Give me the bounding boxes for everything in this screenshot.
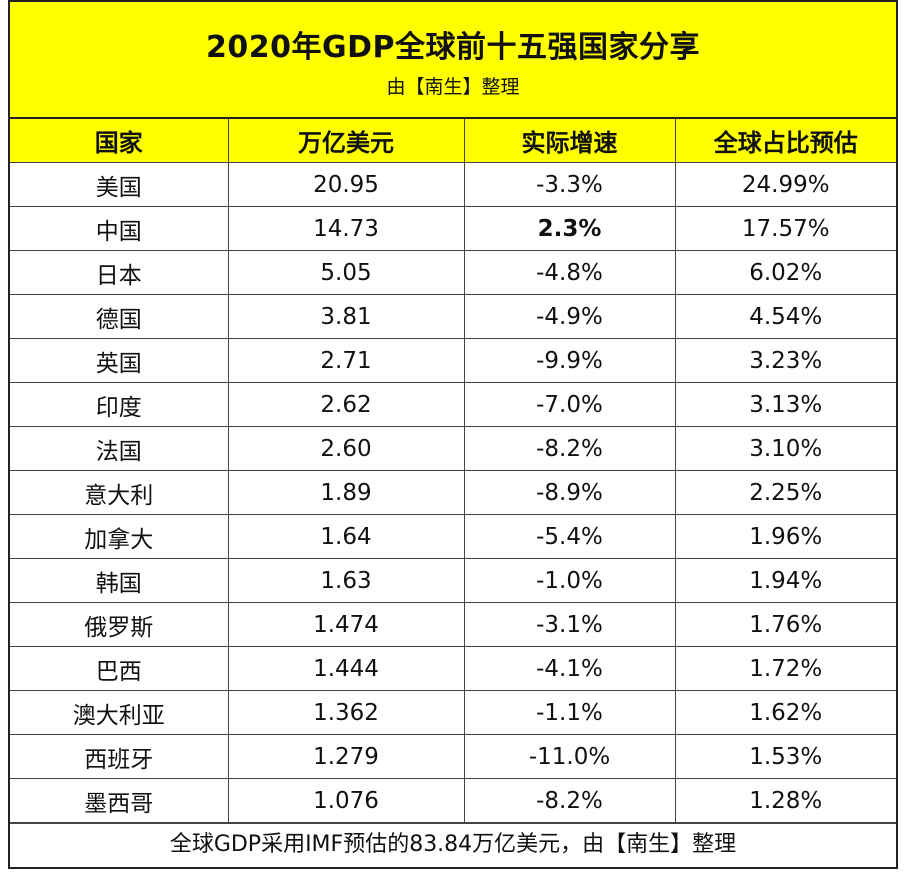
column-header-growth: 实际增速	[463, 119, 676, 163]
cell-share: 2.25%	[674, 470, 896, 515]
cell-growth: -9.9%	[463, 338, 676, 383]
cell-gdp: 2.71	[227, 338, 465, 383]
cell-gdp: 20.95	[227, 162, 465, 207]
cell-gdp: 3.81	[227, 294, 465, 339]
cell-share: 1.96%	[674, 514, 896, 559]
cell-growth: -11.0%	[463, 734, 676, 779]
cell-share: 24.99%	[674, 162, 896, 207]
cell-growth: -8.9%	[463, 470, 676, 515]
cell-share: 1.94%	[674, 558, 896, 603]
cell-gdp: 2.62	[227, 382, 465, 427]
cell-country: 中国	[10, 206, 229, 251]
table-row: 墨西哥 1.076 -8.2% 1.28%	[10, 778, 896, 823]
cell-gdp: 1.362	[227, 690, 465, 735]
table-row: 日本 5.05 -4.8% 6.02%	[10, 250, 896, 295]
gdp-data-table: 国家 万亿美元 实际增速 全球占比预估 美国 20.95 -3.3% 24.99% 中国…	[10, 119, 896, 823]
cell-country: 墨西哥	[10, 778, 229, 823]
cell-growth: -8.2%	[463, 426, 676, 471]
cell-growth: 2.3%	[463, 206, 676, 251]
cell-growth: -3.3%	[463, 162, 676, 207]
cell-gdp: 14.73	[227, 206, 465, 251]
table-row: 中国 14.73 2.3% 17.57%	[10, 206, 896, 251]
cell-growth: -8.2%	[463, 778, 676, 823]
cell-share: 1.62%	[674, 690, 896, 735]
cell-share: 1.72%	[674, 646, 896, 691]
table-row: 西班牙 1.279 -11.0% 1.53%	[10, 734, 896, 779]
cell-gdp: 1.64	[227, 514, 465, 559]
table-row: 巴西 1.444 -4.1% 1.72%	[10, 646, 896, 691]
cell-growth: -3.1%	[463, 602, 676, 647]
cell-share: 1.28%	[674, 778, 896, 823]
column-header-gdp: 万亿美元	[227, 119, 465, 163]
cell-gdp: 1.076	[227, 778, 465, 823]
cell-growth: -4.9%	[463, 294, 676, 339]
table-subtitle: 由【南生】整理	[386, 76, 520, 98]
table-footer-note: 全球GDP采用IMF预估的83.84万亿美元，由【南生】整理	[10, 823, 896, 867]
cell-country: 法国	[10, 426, 229, 471]
column-header-share: 全球占比预估	[674, 119, 896, 163]
table-row: 意大利 1.89 -8.9% 2.25%	[10, 470, 896, 515]
cell-share: 3.23%	[674, 338, 896, 383]
table-row: 印度 2.62 -7.0% 3.13%	[10, 382, 896, 427]
cell-growth: -7.0%	[463, 382, 676, 427]
cell-share: 3.13%	[674, 382, 896, 427]
cell-country: 加拿大	[10, 514, 229, 559]
gdp-table-sheet: 2020年GDP全球前十五强国家分享 由【南生】整理 国家 万亿美元 实际增速 …	[8, 0, 898, 869]
cell-share: 3.10%	[674, 426, 896, 471]
cell-country: 西班牙	[10, 734, 229, 779]
cell-share: 17.57%	[674, 206, 896, 251]
table-body: 美国 20.95 -3.3% 24.99% 中国 14.73 2.3% 17.57% 日本 5.0…	[10, 162, 896, 823]
cell-gdp: 1.63	[227, 558, 465, 603]
cell-gdp: 1.444	[227, 646, 465, 691]
cell-share: 1.53%	[674, 734, 896, 779]
cell-country: 印度	[10, 382, 229, 427]
cell-country: 巴西	[10, 646, 229, 691]
cell-country: 日本	[10, 250, 229, 295]
cell-country: 澳大利亚	[10, 690, 229, 735]
cell-country: 韩国	[10, 558, 229, 603]
cell-country: 英国	[10, 338, 229, 383]
cell-share: 1.76%	[674, 602, 896, 647]
cell-gdp: 2.60	[227, 426, 465, 471]
cell-country: 俄罗斯	[10, 602, 229, 647]
cell-country: 意大利	[10, 470, 229, 515]
column-header-country: 国家	[10, 119, 229, 163]
table-title: 2020年GDP全球前十五强国家分享	[205, 30, 700, 65]
cell-gdp: 5.05	[227, 250, 465, 295]
table-row: 德国 3.81 -4.9% 4.54%	[10, 294, 896, 339]
table-row: 加拿大 1.64 -5.4% 1.96%	[10, 514, 896, 559]
title-block: 2020年GDP全球前十五强国家分享 由【南生】整理	[10, 2, 896, 119]
cell-country: 美国	[10, 162, 229, 207]
cell-growth: -4.1%	[463, 646, 676, 691]
table-row: 英国 2.71 -9.9% 3.23%	[10, 338, 896, 383]
table-row: 美国 20.95 -3.3% 24.99%	[10, 162, 896, 207]
cell-growth: -5.4%	[463, 514, 676, 559]
cell-share: 4.54%	[674, 294, 896, 339]
table-row: 韩国 1.63 -1.0% 1.94%	[10, 558, 896, 603]
cell-growth: -1.0%	[463, 558, 676, 603]
cell-growth: -1.1%	[463, 690, 676, 735]
cell-country: 德国	[10, 294, 229, 339]
table-row: 法国 2.60 -8.2% 3.10%	[10, 426, 896, 471]
table-row: 澳大利亚 1.362 -1.1% 1.62%	[10, 690, 896, 735]
header-row: 国家 万亿美元 实际增速 全球占比预估	[10, 119, 896, 163]
cell-share: 6.02%	[674, 250, 896, 295]
table-row: 俄罗斯 1.474 -3.1% 1.76%	[10, 602, 896, 647]
cell-gdp: 1.279	[227, 734, 465, 779]
cell-gdp: 1.474	[227, 602, 465, 647]
cell-gdp: 1.89	[227, 470, 465, 515]
cell-growth: -4.8%	[463, 250, 676, 295]
